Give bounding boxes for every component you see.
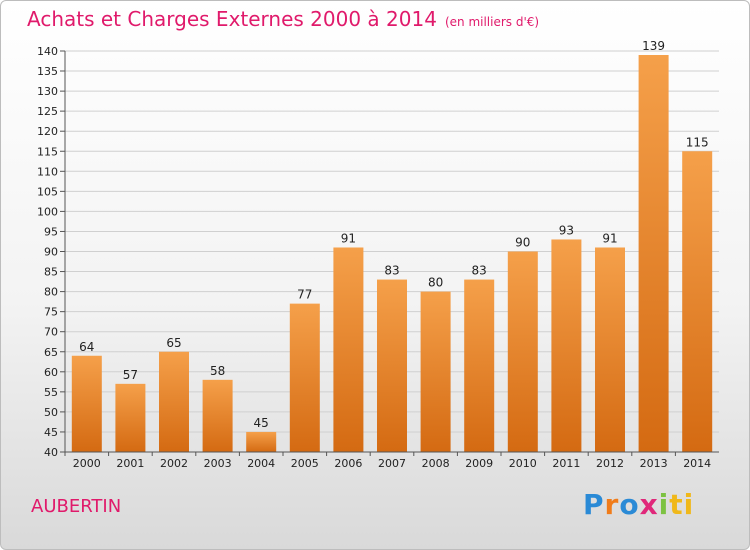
x-tick-label-2004: 2004 — [247, 457, 275, 470]
x-tick-label-2012: 2012 — [596, 457, 624, 470]
y-tick-label: 100 — [37, 205, 58, 218]
x-tick-label-2014: 2014 — [683, 457, 711, 470]
value-label-2007: 83 — [384, 264, 399, 278]
commune-name: AUBERTIN — [31, 496, 122, 517]
bar-2014 — [682, 151, 713, 452]
x-axis: 2000 2001 2002 2003 2004 2005 2006 2007 2008 2009… — [64, 451, 719, 470]
chart-title: Achats et Charges Externes 2000 à 2014 (e… — [27, 7, 539, 31]
value-label-2013: 139 — [642, 39, 665, 53]
y-tick-label: 95 — [44, 225, 58, 238]
y-tick-label: 120 — [37, 125, 58, 138]
x-tick-label-2013: 2013 — [640, 457, 668, 470]
x-tick-label-2006: 2006 — [334, 457, 362, 470]
x-tick-label-2005: 2005 — [291, 457, 319, 470]
bar-2001 — [115, 383, 146, 452]
bar-2009 — [464, 279, 495, 452]
value-label-2004: 45 — [254, 416, 269, 430]
x-tick-label-2000: 2000 — [73, 457, 101, 470]
y-tick-label: 115 — [37, 145, 58, 158]
bar-2004 — [246, 431, 277, 452]
value-label-2009: 83 — [472, 264, 487, 278]
bar-2003 — [202, 379, 233, 452]
chart-subtitle: (en milliers d'€) — [444, 15, 540, 29]
y-tick-label: 75 — [44, 306, 58, 319]
proxiti-logo: Proxiti — [583, 488, 694, 521]
bar-2012 — [595, 247, 625, 452]
x-tick-label-2011: 2011 — [552, 457, 580, 470]
y-tick-label: 55 — [44, 386, 58, 399]
bar-2002 — [159, 351, 189, 452]
logo-letter-x: x — [639, 488, 659, 521]
y-tick-label: 50 — [44, 406, 58, 419]
bar-2000 — [71, 355, 102, 452]
value-label-2010: 90 — [515, 236, 530, 250]
y-tick-label: 70 — [44, 326, 58, 339]
x-tick-label-2010: 2010 — [509, 457, 537, 470]
y-tick-label: 40 — [44, 446, 58, 459]
x-tick-label-2009: 2009 — [465, 457, 493, 470]
value-label-2005: 77 — [297, 288, 312, 302]
logo-letter-r: r — [604, 488, 620, 521]
x-tick-label-2007: 2007 — [378, 457, 406, 470]
bar-2011 — [551, 239, 582, 452]
x-tick-label-2008: 2008 — [422, 457, 450, 470]
logo-letter-ti: ti — [669, 488, 695, 521]
bar-2013 — [638, 55, 669, 452]
y-tick-label: 80 — [44, 286, 58, 299]
value-label-2003: 58 — [210, 364, 225, 378]
value-label-2012: 91 — [602, 231, 617, 245]
y-tick-label: 140 — [37, 45, 58, 58]
y-tick-label: 110 — [37, 165, 58, 178]
value-label-2006: 91 — [341, 231, 356, 245]
x-tick-label-2002: 2002 — [160, 457, 188, 470]
y-tick-label: 125 — [37, 105, 58, 118]
y-tick-label: 135 — [37, 65, 58, 78]
bar-2007 — [377, 279, 407, 452]
value-label-2011: 93 — [559, 223, 574, 237]
x-tick-label-2003: 2003 — [204, 457, 232, 470]
y-tick-label: 130 — [37, 85, 58, 98]
value-label-2000: 64 — [79, 340, 94, 354]
logo-letter-i: i — [658, 488, 670, 521]
value-label-2014: 115 — [686, 135, 709, 149]
y-tick-label: 65 — [44, 346, 58, 359]
value-label-2001: 57 — [123, 368, 138, 382]
logo-letter-o: o — [619, 488, 640, 521]
logo-letter-p: P — [583, 488, 605, 521]
y-tick-label: 60 — [44, 366, 58, 379]
bar-2005 — [289, 303, 320, 452]
bar-2006 — [333, 247, 364, 452]
y-tick-label: 90 — [44, 246, 58, 259]
y-tick-label: 85 — [44, 266, 58, 279]
bars: 64 57 65 58 45 77 91 83 80 83 90 93 91 139 115 — [71, 39, 713, 452]
bar-2008 — [420, 291, 451, 452]
bar-2010 — [507, 251, 538, 452]
value-label-2002: 65 — [166, 336, 181, 350]
x-tick-label-2001: 2001 — [116, 457, 144, 470]
value-label-2008: 80 — [428, 276, 443, 290]
y-axis: 40 45 50 55 60 65 70 75 80 85 90 95 100 105 110 115 120 1… — [37, 45, 66, 459]
y-tick-label: 105 — [37, 185, 58, 198]
chart-title-text: Achats et Charges Externes 2000 à 2014 — [27, 7, 437, 31]
y-tick-label: 45 — [44, 426, 58, 439]
